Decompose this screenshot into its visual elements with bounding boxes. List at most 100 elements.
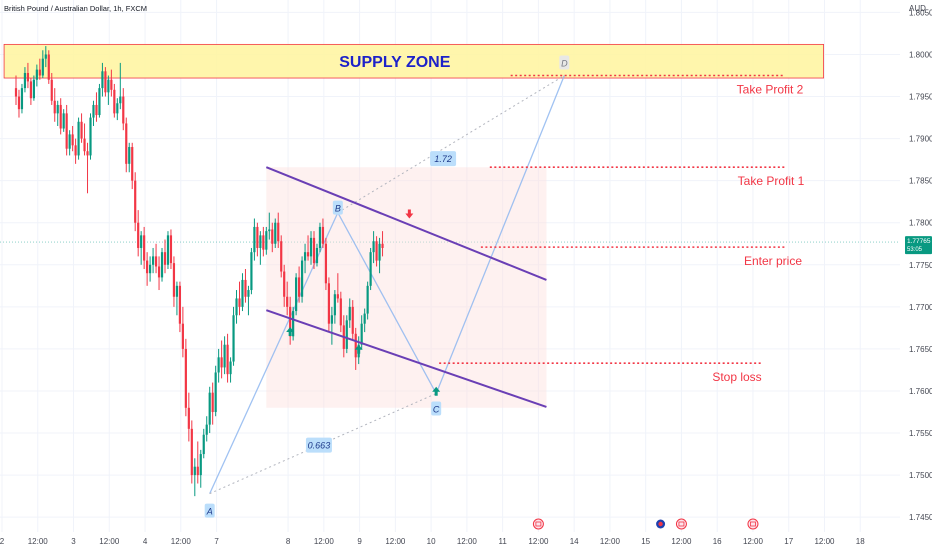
candle: [229, 357, 232, 383]
point-label-box: [204, 503, 215, 518]
x-tick-label: 17: [784, 537, 793, 546]
candle: [232, 306, 235, 366]
candle: [38, 58, 41, 80]
candle-body: [232, 315, 235, 362]
level-label: Take Profit 1: [738, 174, 805, 188]
candle-body: [223, 344, 226, 368]
candle-body: [47, 54, 50, 80]
candle-body: [259, 235, 262, 248]
candle: [298, 266, 301, 303]
y-tick-label: 1.79500: [909, 93, 932, 102]
candle-body: [381, 243, 384, 248]
point-label-text: A: [206, 507, 213, 517]
candle-body: [166, 235, 170, 265]
candle-body: [303, 252, 307, 261]
x-tick-label: 16: [713, 537, 722, 546]
channel-upper-line: [265, 166, 547, 281]
candle: [321, 218, 325, 248]
candle: [23, 67, 27, 93]
price-badge-rect: [905, 236, 932, 255]
time-axis[interactable]: 2 12:00 3 12:00 4 12:00 7 8 12:00 9 12:00 10 12:00 11…: [0, 537, 865, 546]
candle: [315, 243, 319, 267]
point-label-text: B: [335, 204, 341, 214]
candle-body: [190, 428, 193, 476]
candle: [41, 50, 44, 79]
candle-body: [312, 237, 316, 264]
candle: [113, 83, 116, 118]
candle: [77, 117, 80, 160]
point-label-box: [431, 401, 442, 416]
candle-body: [193, 466, 196, 476]
candle-body: [140, 235, 143, 248]
candle-body: [247, 290, 250, 297]
candle-body: [92, 104, 95, 118]
calendar-icon-glyph: [535, 521, 542, 527]
candle: [137, 210, 140, 257]
candle-body: [199, 454, 202, 476]
channel-fill: [266, 167, 547, 408]
price-axis[interactable]: AUD 1.74500 1.75000 1.75500 1.76000 1.76500 1…: [909, 4, 932, 522]
x-tick-label: 12:00: [99, 537, 120, 546]
candle: [172, 256, 176, 307]
candle-body: [35, 69, 38, 80]
point-label-text: C: [433, 405, 440, 415]
candle-body: [157, 266, 161, 278]
supply-zone-label: SUPPLY ZONE: [339, 54, 450, 71]
candle-body: [113, 89, 116, 114]
x-tick-label: 15: [641, 537, 650, 546]
candle: [277, 212, 280, 248]
candle-body: [59, 104, 62, 129]
candle-body: [268, 229, 271, 232]
candle: [86, 142, 89, 194]
point-label-box: [332, 200, 343, 215]
channel-lower-line: [265, 309, 547, 408]
candle-body: [17, 96, 21, 110]
candle: [250, 247, 253, 295]
y-tick-label: 1.79000: [909, 135, 932, 144]
candle: [253, 218, 256, 261]
candle-body: [211, 392, 214, 413]
candle: [151, 247, 155, 274]
candle: [17, 89, 21, 118]
candle-body: [348, 306, 351, 321]
y-tick-label: 1.78500: [909, 177, 932, 186]
candle: [223, 336, 226, 375]
candle-body: [226, 344, 229, 375]
candle-body: [178, 285, 181, 324]
arrow-markers: [286, 209, 441, 396]
candle: [110, 69, 113, 97]
candle-body: [110, 79, 113, 90]
candle-body: [217, 357, 220, 373]
candle: [309, 231, 313, 265]
candle-body: [23, 72, 27, 89]
candle-body: [256, 226, 259, 248]
candle: [369, 247, 372, 291]
candle-body: [143, 235, 146, 261]
candle: [318, 222, 322, 253]
candle-body: [95, 104, 98, 116]
candle-body: [327, 283, 330, 324]
chart-title: British Pound / Australian Dollar, 1h, F…: [4, 4, 147, 13]
calendar-icon: [532, 518, 544, 530]
candle: [32, 75, 35, 101]
candle-body: [321, 226, 325, 244]
candle: [324, 237, 328, 291]
candle: [134, 172, 137, 232]
candle: [363, 308, 366, 333]
candle-body: [83, 138, 86, 152]
candle-body: [241, 279, 244, 307]
candle: [196, 441, 199, 484]
candle: [68, 130, 71, 156]
candle: [211, 382, 214, 425]
candle-body: [68, 134, 71, 149]
candle-body: [175, 285, 179, 297]
candle: [83, 123, 86, 156]
candle-body: [253, 226, 256, 253]
x-tick-label: 14: [570, 537, 579, 546]
candle: [98, 83, 101, 118]
candle: [154, 243, 158, 274]
level-label: Stop loss: [712, 370, 761, 384]
channel-lines: [265, 166, 547, 408]
candle: [303, 243, 307, 274]
